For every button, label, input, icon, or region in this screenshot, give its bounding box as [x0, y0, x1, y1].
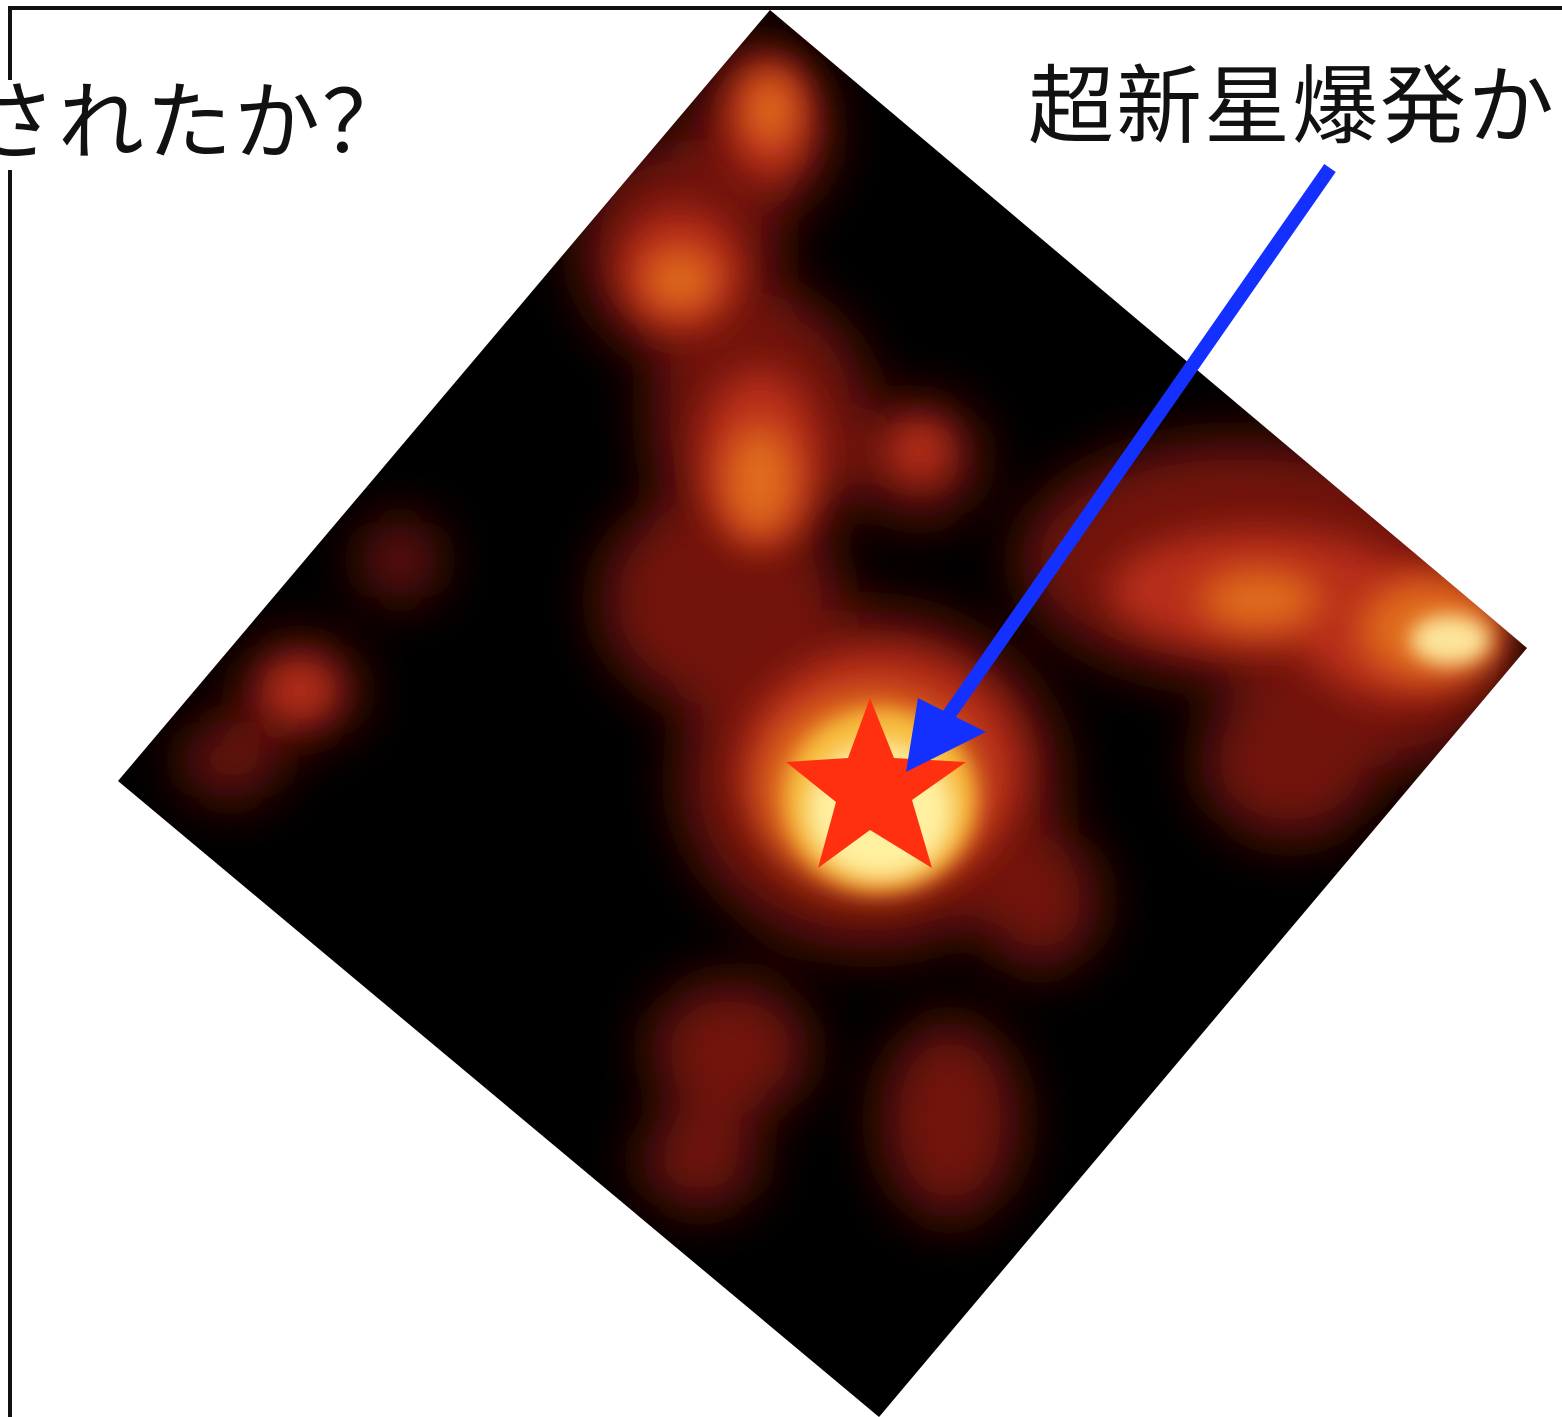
right-caption: 超新星爆発か — [1028, 57, 1556, 157]
frame-top-border — [8, 6, 1562, 10]
frame-left-border — [8, 6, 12, 1417]
emission-glow — [180, 40, 1520, 1220]
left-caption: されたか？ — [0, 80, 418, 170]
arrowhead-icon — [906, 698, 986, 772]
arrow-icon — [924, 163, 1336, 747]
star-icon — [786, 698, 966, 868]
